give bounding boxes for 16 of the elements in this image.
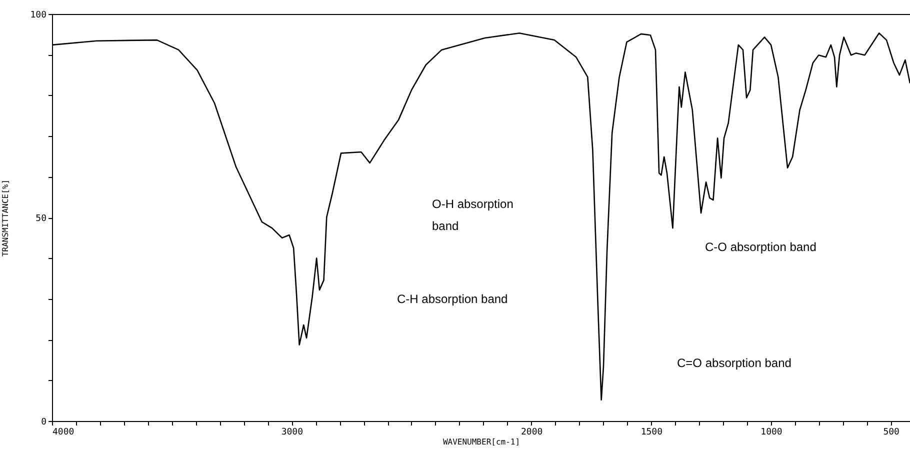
y-axis-title: TRANSMITTANCE[%] <box>1 179 10 257</box>
annotation: C-H absorption band <box>397 292 508 306</box>
y-tick-label: 100 <box>30 10 46 20</box>
x-tick-label: 3000 <box>281 428 304 438</box>
annotation: C=O absorption band <box>677 356 792 370</box>
x-tick-label: 2000 <box>520 428 543 438</box>
line-series <box>51 32 910 400</box>
x-tick-label: 500 <box>883 428 900 438</box>
x-tick-label: 4000 <box>52 428 74 438</box>
x-axis-title: WAVENUMBER[cm-1] <box>442 438 520 446</box>
y-tick-label: 50 <box>36 214 46 224</box>
y-tick-label: 0 <box>41 418 46 428</box>
annotation: C-O absorption band <box>705 240 816 254</box>
annotation: O-H absorption band <box>432 197 514 233</box>
x-tick-label: 1000 <box>760 428 782 438</box>
x-tick-label: 1500 <box>640 428 663 438</box>
